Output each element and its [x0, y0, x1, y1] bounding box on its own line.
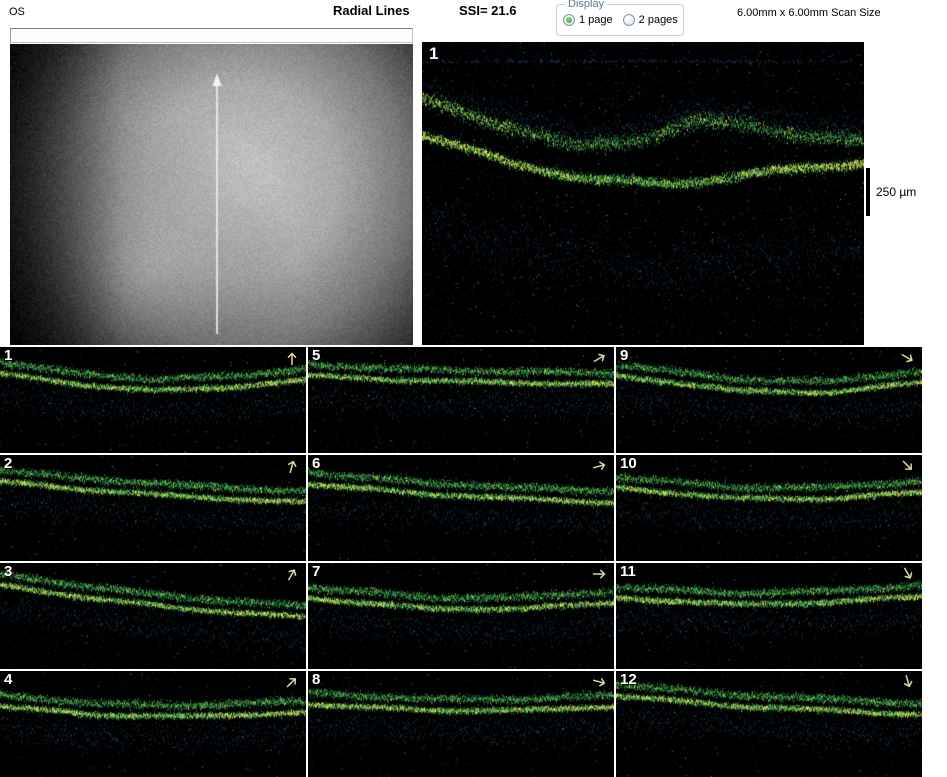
- radio-1-page-label[interactable]: 1 page: [579, 14, 613, 26]
- oct-scan-panel-11[interactable]: 11: [616, 563, 922, 669]
- scan-number-label: 10: [620, 455, 637, 472]
- oct-scan-image: [0, 671, 306, 777]
- display-groupbox-caption: Display: [565, 0, 608, 10]
- scan-number-label: 5: [312, 347, 321, 364]
- scan-size-label: 6.00mm x 6.00mm Scan Size: [737, 7, 881, 19]
- scan-direction-arrow-icon: [281, 671, 304, 693]
- oct-scan-image: [616, 563, 922, 669]
- oct-scan-panel-9[interactable]: 9: [616, 347, 922, 453]
- scan-direction-arrow-icon: [282, 456, 302, 476]
- oct-scan-image: [616, 347, 922, 453]
- oct-scan-panel-1[interactable]: 1: [0, 347, 306, 453]
- oct-scan-image: [616, 455, 922, 561]
- page-title: Radial Lines: [333, 3, 410, 18]
- scan-direction-arrow-icon: [281, 563, 303, 585]
- eye-side-label: OS: [9, 6, 25, 18]
- oct-scan-image: [0, 563, 306, 669]
- oct-scan-panel-2[interactable]: 2: [0, 455, 306, 561]
- scan-direction-arrow-icon: [589, 347, 611, 369]
- ssi-value-label: SSI= 21.6: [459, 3, 517, 18]
- display-radio-row: 1 page 2 pages: [563, 14, 678, 26]
- main-oct-scan-image: [422, 42, 864, 345]
- scan-direction-arrow-icon: [897, 455, 920, 477]
- scan-number-label: 6: [312, 455, 321, 472]
- scan-direction-arrow-icon: [590, 672, 610, 692]
- oct-scan-image: [0, 347, 306, 453]
- scan-number-label: 1: [4, 347, 13, 364]
- scan-number-label: 8: [312, 671, 321, 688]
- oct-scan-panel-8[interactable]: 8: [308, 671, 614, 777]
- main-scan-number-label: 1: [429, 44, 439, 63]
- radio-option-1-page[interactable]: 1 page: [563, 14, 613, 26]
- radio-2-pages-icon[interactable]: [622, 14, 635, 26]
- oct-scan-image: [308, 455, 614, 561]
- oct-scan-panel-6[interactable]: 6: [308, 455, 614, 561]
- display-groupbox: Display 1 page 2 pages: [556, 0, 684, 36]
- scan-number-label: 12: [620, 671, 637, 688]
- scale-bar-label: 250 µm: [876, 185, 917, 199]
- oct-scan-image: [308, 671, 614, 777]
- oct-scan-panel-5[interactable]: 5: [308, 347, 614, 453]
- scan-direction-arrow-icon: [898, 672, 918, 692]
- scan-thumbnail-grid: 1 5 9 2 6 10 3: [0, 347, 922, 777]
- oct-scan-panel-7[interactable]: 7: [308, 563, 614, 669]
- oct-scan-panel-3[interactable]: 3: [0, 563, 306, 669]
- scan-direction-arrow-icon: [590, 456, 610, 476]
- radio-2-pages-label[interactable]: 2 pages: [638, 14, 678, 26]
- fundus-image-panel[interactable]: [10, 44, 413, 345]
- oct-scan-image: [616, 671, 922, 777]
- oct-scan-image: [308, 347, 614, 453]
- scan-number-label: 2: [4, 455, 13, 472]
- scale-bar: [866, 168, 870, 216]
- oct-scan-image: [0, 455, 306, 561]
- scan-direction-arrow-icon: [592, 566, 608, 582]
- oct-scan-panel-12[interactable]: 12: [616, 671, 922, 777]
- oct-scan-panel-4[interactable]: 4: [0, 671, 306, 777]
- scan-number-label: 4: [4, 671, 13, 688]
- scan-direction-arrow-icon: [284, 350, 300, 366]
- scan-number-label: 9: [620, 347, 629, 364]
- oct-scan-panel-10[interactable]: 10: [616, 455, 922, 561]
- oct-scan-image: [308, 563, 614, 669]
- radio-1-page-icon[interactable]: [563, 14, 575, 26]
- scan-number-label: 7: [312, 563, 321, 580]
- scan-number-label: 3: [4, 563, 13, 580]
- main-oct-scan-panel: 1: [422, 42, 864, 345]
- radio-option-2-pages[interactable]: 2 pages: [622, 14, 678, 26]
- scan-number-label: 11: [620, 563, 636, 580]
- scan-direction-arrow-icon: [897, 347, 919, 369]
- fundus-image: [10, 44, 413, 345]
- scan-direction-arrow-icon: [897, 563, 919, 585]
- fundus-info-bar: [10, 28, 413, 43]
